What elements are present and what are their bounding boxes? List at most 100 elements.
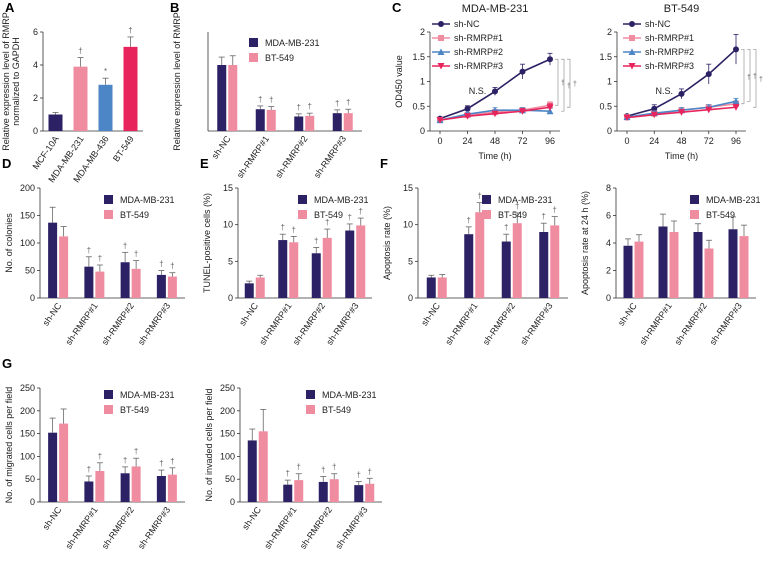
- y-axis-label: Relative expression level of RMRP: [172, 12, 182, 151]
- category-tick-label: sh-RMRP#3: [136, 505, 172, 551]
- bar: [322, 237, 332, 298]
- bar: [623, 245, 633, 298]
- y-tick-label: 250: [220, 383, 235, 393]
- bar: [255, 109, 265, 131]
- bar: [669, 232, 679, 298]
- y-axis-label: normalized to GAPDH: [11, 37, 21, 126]
- y-tick-label: 1: [420, 77, 425, 87]
- legend-swatch: [482, 195, 491, 204]
- bar: [283, 484, 293, 502]
- significance-mark: *: [104, 67, 107, 76]
- bar: [437, 277, 447, 298]
- legend-label: MDA-MB-231: [706, 195, 761, 205]
- legend-label: BT-549: [120, 210, 149, 220]
- bar: [426, 277, 436, 298]
- panel-label: G: [2, 356, 12, 371]
- category-tick-label: sh-RMRP#2: [273, 134, 309, 180]
- significance-mark: †: [348, 213, 352, 222]
- panel-G2: 0 50 100 150 200 250 No. of invaded cells per …: [204, 383, 382, 551]
- bar: [156, 274, 166, 298]
- y-tick-label: 2: [33, 93, 38, 103]
- y-tick-label: 0.5: [412, 101, 425, 111]
- legend-label: MDA-MB-231: [120, 195, 175, 205]
- y-tick-label: 0: [30, 293, 35, 303]
- legend-swatch: [298, 210, 307, 219]
- bar: [244, 283, 254, 298]
- y-tick-label: 6: [606, 211, 611, 221]
- significance-mark: †: [258, 95, 262, 104]
- chart-title: MDA-MB-231: [462, 3, 529, 15]
- significance-bracket: [753, 48, 757, 108]
- line-point: [650, 111, 658, 119]
- category-tick-label: sh-NC: [41, 301, 64, 328]
- legend-label: BT-549: [314, 210, 343, 220]
- bar: [294, 480, 304, 502]
- bar: [343, 113, 353, 131]
- category-tick-label: sh-RMRP#2: [673, 301, 709, 347]
- y-tick-label: 200: [220, 406, 235, 416]
- line-point: [628, 63, 636, 70]
- line-point: [464, 113, 471, 120]
- y-tick-label: 2: [606, 266, 611, 276]
- x-tick-label: 24: [649, 136, 659, 146]
- legend-label: MDA-MB-231: [498, 195, 553, 205]
- bar: [318, 481, 328, 502]
- bar: [278, 240, 288, 298]
- significance-mark: †: [553, 206, 557, 215]
- legend-label: sh-RMRP#2: [454, 47, 503, 57]
- y-tick-label: 10: [403, 220, 413, 230]
- significance-mark: †: [159, 260, 163, 269]
- significance-mark: †: [573, 81, 577, 88]
- bar: [539, 232, 549, 298]
- legend-swatch: [298, 195, 307, 204]
- y-tick-label: 5: [228, 256, 233, 266]
- significance-mark: †: [128, 26, 132, 35]
- line-point: [628, 48, 636, 55]
- category-tick-label: sh-RMRP#3: [324, 301, 360, 347]
- legend-swatch: [249, 38, 258, 47]
- significance-mark: †: [134, 250, 138, 259]
- bar: [59, 236, 69, 298]
- ns-annotation: N.S.: [469, 86, 487, 96]
- category-tick-label: sh-NC: [210, 134, 233, 161]
- category-tick-label: sh-RMRP#1: [262, 505, 298, 551]
- significance-mark: †: [515, 202, 519, 211]
- bar: [501, 241, 511, 298]
- bar: [48, 222, 58, 298]
- bar: [294, 116, 304, 131]
- y-tick-label: 15: [403, 183, 413, 193]
- line-point: [464, 105, 471, 112]
- y-tick-label: 0: [606, 293, 611, 303]
- line-point: [438, 35, 444, 41]
- x-tick-label: 24: [462, 136, 472, 146]
- significance-mark: †: [467, 216, 471, 225]
- bar: [120, 473, 130, 502]
- significance-bracket: [561, 58, 565, 112]
- category-tick-label: sh-RMRP#1: [63, 505, 99, 551]
- category-tick-label: sh-RMRP#1: [638, 301, 674, 347]
- y-tick-label: 0: [408, 293, 413, 303]
- significance-mark: †: [297, 463, 301, 472]
- significance-mark: †: [359, 207, 363, 216]
- category-tick-label: sh-RMRP#2: [481, 301, 517, 347]
- y-tick-label: 0: [607, 126, 612, 136]
- y-tick-label: 2: [420, 27, 425, 37]
- y-axis-label: No. of colonies: [4, 213, 14, 273]
- y-tick-label: 0: [33, 126, 38, 136]
- bar: [95, 470, 105, 502]
- line-point: [547, 56, 553, 63]
- category-tick-label: sh-RMRP#2: [100, 505, 136, 551]
- line-point: [491, 110, 499, 118]
- y-tick-label: 0: [420, 126, 425, 136]
- legend-label: MDA-MB-231: [265, 38, 320, 48]
- y-tick-label: 50: [25, 474, 35, 484]
- x-tick-label: 96: [731, 136, 741, 146]
- category-tick-label: sh-RMRP#1: [63, 301, 99, 347]
- line-point: [732, 97, 740, 105]
- category-tick-label: sh-NC: [419, 301, 442, 328]
- y-tick-label: 200: [20, 183, 35, 193]
- legend-label: sh-RMRP#1: [454, 33, 503, 43]
- line-point: [437, 63, 445, 70]
